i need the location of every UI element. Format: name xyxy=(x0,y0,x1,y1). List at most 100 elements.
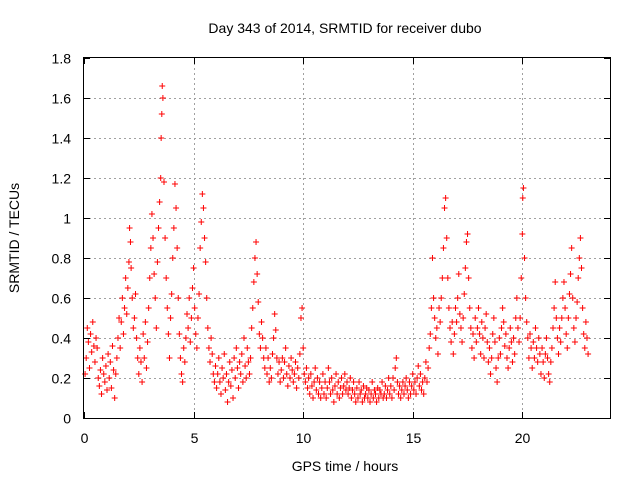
data-point xyxy=(485,359,492,365)
data-point xyxy=(106,375,113,381)
data-point xyxy=(476,331,483,337)
data-point xyxy=(540,359,547,365)
data-point xyxy=(323,395,330,401)
data-point xyxy=(213,385,220,391)
data-point xyxy=(91,359,98,365)
data-point xyxy=(513,295,520,301)
data-point xyxy=(524,335,531,341)
data-point xyxy=(447,325,454,331)
data-point xyxy=(289,367,296,373)
data-point xyxy=(225,379,232,385)
data-point xyxy=(162,235,169,241)
data-point xyxy=(287,375,294,381)
data-point xyxy=(443,235,450,241)
data-point xyxy=(182,335,189,341)
data-point xyxy=(567,271,574,277)
data-point xyxy=(274,371,281,377)
data-point xyxy=(153,325,160,331)
data-point xyxy=(302,379,309,385)
data-point xyxy=(413,391,420,397)
data-point xyxy=(129,295,136,301)
data-point xyxy=(233,345,240,351)
data-point xyxy=(259,335,266,341)
data-point xyxy=(279,355,286,361)
data-point xyxy=(467,325,474,331)
data-point xyxy=(178,371,185,377)
data-point xyxy=(249,305,256,311)
data-point xyxy=(305,375,312,381)
data-point xyxy=(452,305,459,311)
data-point xyxy=(441,205,448,211)
data-point xyxy=(451,331,458,337)
data-point xyxy=(544,355,551,361)
data-point xyxy=(303,365,310,371)
data-point xyxy=(243,375,250,381)
data-point xyxy=(168,291,175,297)
data-point xyxy=(479,335,486,341)
data-point xyxy=(300,345,307,351)
data-point xyxy=(166,355,173,361)
data-point xyxy=(125,259,132,265)
data-point xyxy=(553,315,560,321)
data-point xyxy=(134,355,141,361)
data-point xyxy=(384,387,391,393)
data-point xyxy=(142,319,149,325)
data-point xyxy=(349,387,356,393)
data-point xyxy=(411,379,418,385)
data-point xyxy=(551,305,558,311)
data-point xyxy=(530,339,537,345)
data-point xyxy=(482,325,489,331)
data-point xyxy=(566,291,573,297)
data-point xyxy=(379,379,386,385)
data-point xyxy=(407,391,414,397)
data-point xyxy=(90,343,97,349)
data-point xyxy=(462,265,469,271)
data-point xyxy=(397,395,404,401)
data-point xyxy=(160,179,167,185)
data-point xyxy=(307,371,314,377)
data-point xyxy=(145,305,152,311)
data-point xyxy=(521,255,528,261)
data-point xyxy=(585,351,592,357)
plot-frame xyxy=(83,57,611,419)
data-point xyxy=(552,279,559,285)
data-point xyxy=(280,375,287,381)
data-point xyxy=(331,383,338,389)
data-point xyxy=(198,219,205,225)
data-point xyxy=(148,211,155,217)
data-point xyxy=(342,387,349,393)
data-point xyxy=(247,355,254,361)
data-point xyxy=(232,375,239,381)
data-point xyxy=(491,339,498,345)
data-point xyxy=(578,265,585,271)
data-point xyxy=(472,315,479,321)
data-point xyxy=(215,355,222,361)
data-point xyxy=(574,299,581,305)
data-point xyxy=(505,365,512,371)
data-point xyxy=(455,271,462,277)
data-point xyxy=(569,295,576,301)
data-point xyxy=(164,305,171,311)
data-point xyxy=(163,275,170,281)
data-point xyxy=(557,339,564,345)
data-point xyxy=(575,275,582,281)
data-point xyxy=(240,335,247,341)
data-point xyxy=(109,343,116,349)
data-point xyxy=(453,319,460,325)
data-point xyxy=(358,387,365,393)
data-point xyxy=(136,345,143,351)
y-tick-label: 0.2 xyxy=(52,371,72,387)
data-point xyxy=(381,391,388,397)
data-point xyxy=(217,391,224,397)
data-point xyxy=(554,335,561,341)
data-point xyxy=(117,345,124,351)
data-point xyxy=(223,371,230,377)
data-point xyxy=(158,135,165,141)
data-point xyxy=(171,181,178,187)
data-point xyxy=(112,371,119,377)
data-point xyxy=(555,351,562,357)
data-point xyxy=(457,325,464,331)
data-point xyxy=(525,355,532,361)
data-point xyxy=(124,285,131,291)
data-point xyxy=(192,331,199,337)
